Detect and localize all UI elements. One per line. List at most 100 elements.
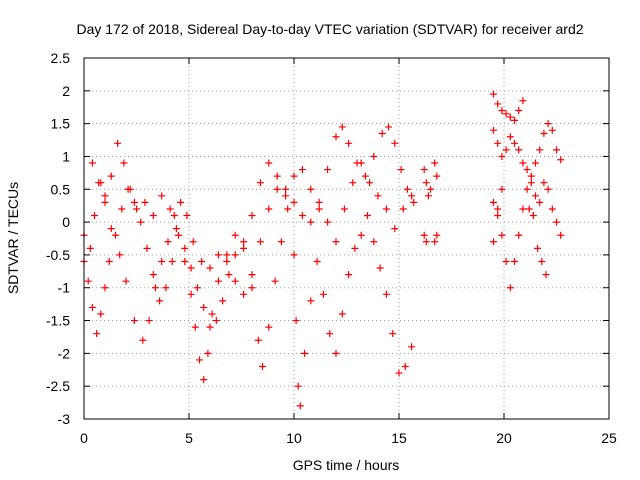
data-point (130, 317, 138, 325)
data-point (324, 218, 332, 226)
data-point (527, 179, 535, 187)
data-point (534, 244, 542, 252)
data-point (529, 212, 537, 220)
series-sat-e (490, 90, 565, 180)
y-tick-label: -2.5 (46, 378, 70, 394)
data-point (540, 179, 548, 187)
data-point (389, 330, 397, 338)
data-point (282, 185, 290, 193)
data-point (410, 198, 418, 206)
data-point (284, 205, 292, 213)
data-point (357, 159, 365, 167)
data-point (114, 139, 122, 147)
data-point (259, 362, 266, 370)
data-point (170, 212, 178, 220)
data-point (408, 192, 416, 200)
data-point (204, 349, 212, 357)
x-tick-label: 5 (185, 430, 193, 446)
data-point (538, 257, 546, 265)
data-point (506, 284, 514, 292)
data-point (401, 362, 409, 370)
data-point (494, 205, 502, 213)
data-point (256, 238, 264, 246)
y-tick-label: 1.5 (51, 116, 71, 132)
data-point (277, 238, 285, 246)
data-point (84, 277, 92, 285)
data-point (265, 205, 273, 213)
data-point (181, 257, 189, 265)
data-point (397, 166, 405, 174)
data-point (382, 205, 390, 213)
data-point (162, 284, 170, 292)
data-point (338, 123, 346, 131)
data-point (540, 129, 548, 137)
data-point (166, 205, 174, 213)
data-point (294, 382, 302, 390)
series-sat-b (80, 185, 416, 410)
data-point (298, 212, 306, 220)
data-point (248, 271, 256, 279)
data-point (433, 172, 441, 180)
data-point (168, 257, 176, 265)
data-point (189, 238, 197, 246)
data-point (557, 156, 565, 164)
data-point (107, 225, 115, 233)
series-sat-f (490, 179, 565, 292)
data-point (431, 159, 439, 167)
data-point (391, 225, 399, 233)
data-point (248, 212, 256, 220)
data-point (511, 139, 518, 147)
y-axis-ticks: -3 -2.5 -2 -1.5 -1 -0.5 0 0.5 1 1.5 2 2.5 (46, 50, 609, 427)
data-point (101, 284, 109, 292)
data-point (149, 271, 157, 279)
data-point (498, 231, 506, 239)
data-point (391, 139, 399, 147)
data-point (525, 205, 533, 213)
data-point (143, 244, 151, 252)
data-point (200, 303, 208, 311)
data-point (265, 323, 273, 331)
data-point (88, 159, 96, 167)
data-point (223, 257, 231, 265)
data-point (490, 126, 497, 134)
data-point (248, 284, 256, 292)
data-point (420, 166, 428, 174)
data-point (498, 107, 506, 115)
data-point (422, 238, 430, 246)
data-point (231, 251, 239, 259)
data-point (158, 192, 166, 200)
x-tick-label: 25 (601, 430, 617, 446)
data-point (101, 198, 109, 206)
y-tick-label: -1 (58, 280, 71, 296)
data-point (345, 139, 353, 147)
data-point (97, 310, 105, 318)
data-point (338, 310, 346, 318)
data-point (292, 317, 300, 325)
data-point (273, 185, 281, 193)
data-point (502, 110, 510, 118)
data-point (200, 376, 208, 384)
data-point (357, 231, 365, 239)
data-point (198, 257, 206, 265)
data-point (191, 323, 199, 331)
data-point (544, 185, 552, 193)
data-point (307, 185, 315, 193)
data-point (290, 172, 298, 180)
data-point (212, 317, 220, 325)
data-point (256, 179, 264, 187)
data-point (273, 172, 281, 180)
data-point (502, 146, 510, 154)
data-point (86, 244, 94, 252)
data-point (424, 192, 432, 200)
data-point (187, 264, 195, 272)
data-point (553, 146, 560, 154)
y-tick-label: -2 (58, 345, 71, 361)
data-point (532, 159, 539, 167)
data-point (298, 166, 306, 174)
x-tick-label: 10 (286, 430, 302, 446)
series-sat-d (420, 159, 441, 246)
data-point (548, 126, 556, 134)
data-point (183, 212, 191, 220)
data-point (490, 198, 497, 206)
